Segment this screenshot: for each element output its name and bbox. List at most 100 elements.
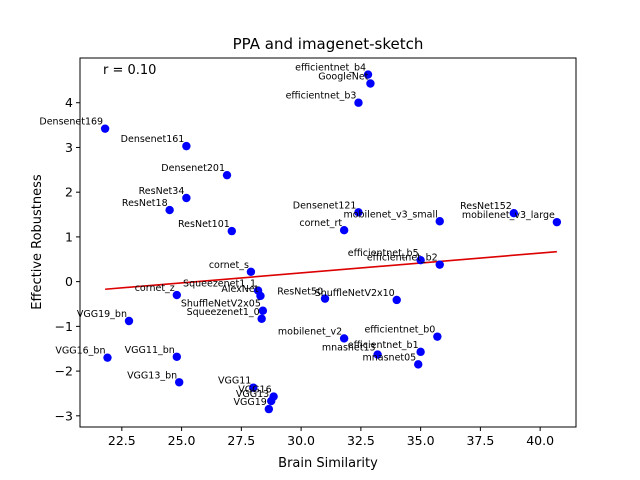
data-point	[264, 404, 274, 414]
data-point	[435, 217, 444, 226]
y-tick-label: 0	[65, 274, 73, 289]
data-point	[172, 290, 182, 300]
point-label: ResNet101	[178, 219, 230, 230]
point-label: efficientnet_b5	[348, 248, 419, 259]
x-tick-label: 22.5	[108, 433, 136, 448]
point-label: mobilenet_v3_small	[343, 209, 437, 220]
point-label: AlexNet	[221, 284, 258, 295]
x-axis-label: Brain Similarity	[278, 456, 378, 471]
point-label: VGG19_bn	[77, 309, 127, 320]
point-label: efficientnet_b0	[364, 325, 435, 336]
y-tick-label: 2	[65, 185, 73, 200]
y-tick-label: 3	[65, 140, 73, 155]
point-label: ResNet18	[122, 198, 168, 209]
point-label: mobilenet_v2	[278, 326, 342, 337]
x-axis-ticks: 22.5 25.0 27.5 30.0 32.5 35.0 37.5 40.0	[108, 427, 554, 448]
point-label: cornet_rt	[299, 218, 342, 229]
y-tick-label: −1	[55, 319, 73, 334]
point-label: Squeezenet1_1	[183, 279, 256, 290]
point-label: cornet_s	[209, 260, 249, 271]
data-point	[257, 314, 266, 323]
point-label: VGG16_bn	[55, 346, 105, 357]
data-point	[509, 209, 519, 218]
point-label: efficientnet_b1	[348, 340, 419, 351]
point-label: Densenet201	[161, 163, 225, 174]
point-label: mobilenet_v3_large	[462, 210, 555, 221]
plot-frame	[79, 57, 577, 428]
data-point	[175, 378, 184, 387]
y-tick-label: 4	[65, 95, 73, 110]
data-point	[227, 226, 236, 236]
point-label: ResNet50	[277, 287, 323, 298]
point-label: efficientnet_b2	[367, 253, 438, 264]
point-label: Densenet161	[121, 134, 185, 145]
data-point	[354, 98, 363, 107]
y-tick-label: −2	[55, 364, 73, 379]
point-label: VGG11	[218, 376, 251, 387]
data-point	[414, 360, 423, 369]
point-label: VGG16	[238, 385, 271, 396]
point-label: GoogleNet	[318, 71, 368, 82]
y-axis-ticks: −3 −2 −1 0 1 2 3 4	[55, 95, 80, 423]
data-point	[124, 316, 134, 326]
point-label: Densenet121	[293, 200, 357, 211]
data-point	[258, 306, 268, 315]
x-tick-label: 30.0	[287, 433, 315, 448]
data-point	[339, 226, 349, 235]
data-point	[416, 347, 425, 357]
trend-line	[105, 250, 557, 291]
data-point	[249, 383, 258, 392]
data-point	[433, 332, 442, 341]
data-point	[354, 208, 363, 217]
point-label: Squeezenet1_0	[187, 307, 260, 318]
data-point	[182, 141, 191, 151]
point-label: efficientnet_b3	[286, 91, 357, 102]
x-tick-label: 32.5	[347, 433, 375, 448]
data-point	[339, 334, 349, 343]
point-label: VGG19	[234, 397, 267, 408]
data-point	[366, 79, 375, 88]
y-tick-label: 1	[65, 229, 73, 244]
data-point	[256, 291, 265, 301]
data-point	[100, 124, 110, 133]
data-point	[267, 396, 276, 406]
point-label: cornet_z	[135, 283, 175, 294]
data-point	[182, 193, 191, 203]
x-tick-label: 40.0	[526, 433, 554, 448]
point-label: mnasnet05	[363, 352, 417, 363]
x-tick-label: 37.5	[466, 433, 494, 448]
data-point	[363, 70, 373, 79]
data-point	[172, 352, 182, 361]
x-tick-label: 27.5	[227, 433, 255, 448]
x-tick-label: 35.0	[407, 433, 435, 448]
point-label: mnasnet13	[322, 343, 376, 354]
correlation-annotation: r = 0.10	[103, 63, 156, 78]
point-label: VGG13_bn	[127, 370, 177, 381]
point-label: VGG11_bn	[125, 345, 175, 356]
chart-title: PPA and imagenet-sketch	[233, 35, 424, 53]
point-label: ShuffleNetV2x10	[315, 288, 395, 299]
y-tick-label: −3	[55, 408, 73, 423]
data-point	[373, 350, 382, 359]
trend-line-layer	[105, 250, 557, 291]
data-point	[222, 170, 232, 180]
data-point	[416, 255, 425, 265]
point-label: Densenet169	[39, 117, 103, 128]
data-point	[103, 353, 112, 362]
points-layer	[100, 70, 562, 414]
x-tick-label: 25.0	[168, 433, 196, 448]
data-point	[320, 294, 330, 303]
data-point	[435, 260, 444, 269]
data-point	[246, 267, 256, 276]
point-label: ResNet152	[460, 201, 512, 212]
data-point	[552, 217, 562, 227]
point-label: ResNet34	[139, 186, 185, 197]
point-label: VGG13	[236, 389, 269, 400]
data-point	[392, 295, 401, 305]
data-point	[165, 205, 174, 215]
point-label: efficientnet_b4	[295, 63, 366, 74]
y-axis-label: Effective Robustness	[30, 174, 45, 310]
point-label: ShuffleNetV2x05	[181, 299, 261, 310]
